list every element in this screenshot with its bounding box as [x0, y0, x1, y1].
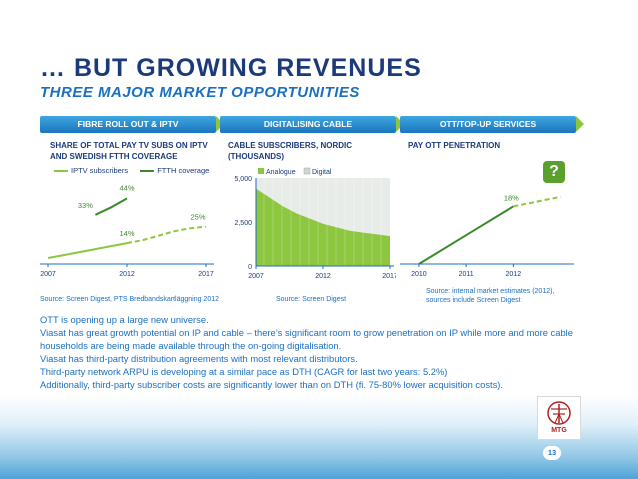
series-line-0 — [418, 205, 514, 265]
panel1-title-line1: SHARE OF TOTAL PAY TV SUBS ON IPTV — [50, 141, 208, 150]
panel1-title-line2: AND SWEDISH FTTH COVERAGE — [50, 152, 178, 161]
x-tick-label: 2017 — [382, 273, 396, 280]
x-tick-label: 2010 — [411, 271, 427, 278]
iptv-chart: 2007 2012 2017 14% 25% 33% 44% — [40, 183, 214, 278]
section-bar-fibre: FIBRE ROLL OUT & IPTV — [40, 116, 224, 133]
legend-swatch-digital — [303, 167, 311, 175]
x-tick-label: 2011 — [459, 271, 474, 278]
x-tick-label: 2012 — [315, 273, 331, 280]
y-tick-label: 0 — [248, 264, 252, 271]
data-label: 18% — [504, 193, 519, 202]
panel3-source-line2: sources include Screen Digest — [426, 297, 521, 304]
body-line: Viasat has great growth potential on IP … — [40, 327, 573, 351]
y-tick-label: 2,500 — [234, 220, 252, 227]
question-badge: ? — [543, 161, 565, 183]
body-line: Third-party network ARPU is developing a… — [40, 366, 448, 377]
body-line: Viasat has third-party distribution agre… — [40, 353, 358, 364]
legend-label-analogue: Analogue — [266, 169, 296, 176]
panel2-title-line2: (THOUSANDS) — [228, 152, 284, 161]
area-analogue — [256, 188, 390, 266]
x-tick-label: 2007 — [248, 273, 264, 280]
x-tick-label: 2012 — [506, 271, 522, 278]
panel1-title: SHARE OF TOTAL PAY TV SUBS ON IPTV AND S… — [50, 140, 208, 162]
panel3-source: Source: internal market estimates (2012)… — [426, 287, 554, 305]
series-line-1 — [94, 197, 128, 216]
data-label: 14% — [119, 229, 134, 238]
page-subtitle: THREE MAJOR MARKET OPPORTUNITIES — [40, 84, 360, 101]
x-tick-label: 2017 — [198, 271, 214, 278]
mtg-emblem-icon — [547, 401, 571, 425]
page-title: … BUT GROWING REVENUES — [40, 54, 422, 82]
legend-swatch-analogue — [258, 168, 264, 174]
panel1-source: Source: Screen Digest, PTS Bredbandskart… — [40, 296, 219, 303]
body-line: Additionally, third-party subscriber cos… — [40, 379, 504, 390]
area-digital — [256, 178, 390, 237]
section-bar-cable: DIGITALISING CABLE — [220, 116, 404, 133]
legend-label-ftth: FTTH coverage — [157, 166, 210, 175]
series-line-0 — [47, 242, 128, 259]
panel2-title-line1: CABLE SUBSCRIBERS, NORDIC — [228, 141, 353, 150]
body-text: OTT is opening up a large new universe. … — [40, 313, 600, 391]
legend-label-digital: Digital — [312, 169, 332, 176]
ott-chart: 2010 2011 2012 18% — [400, 193, 574, 278]
legend-swatch-iptv — [54, 170, 68, 173]
legend-swatch-ftth — [140, 170, 155, 173]
body-line: OTT is opening up a large new universe. — [40, 314, 209, 325]
series-line-dashed-0 — [126, 225, 207, 245]
x-tick-label: 2012 — [119, 271, 135, 278]
x-tick-label: 2007 — [40, 271, 56, 278]
section-bar-ott: OTT/TOP-UP SERVICES — [400, 116, 584, 133]
data-label: 25% — [190, 213, 205, 222]
panel1-legend: IPTV subscribers FTTH coverage — [54, 166, 209, 175]
mtg-logo: MTG — [537, 396, 581, 440]
panel2-source: Source: Screen Digest — [276, 296, 347, 303]
data-label: 33% — [78, 201, 93, 210]
panel2-title: CABLE SUBSCRIBERS, NORDIC (THOUSANDS) — [228, 140, 352, 162]
logo-text: MTG — [551, 427, 567, 434]
panel3-source-line1: Source: internal market estimates (2012)… — [426, 288, 555, 295]
page-number: 13 — [543, 446, 561, 460]
y-tick-label: 5,000 — [234, 176, 252, 183]
data-label: 44% — [119, 183, 134, 192]
cable-chart: Analogue Digital 0 2,500 5,000 2007 2012 2017 — [234, 167, 396, 280]
panel3-title: PAY OTT PENETRATION — [408, 141, 501, 150]
legend-label-iptv: IPTV subscribers — [71, 166, 129, 175]
series-line-dashed-0 — [513, 195, 561, 208]
footer-gradient — [0, 395, 638, 479]
